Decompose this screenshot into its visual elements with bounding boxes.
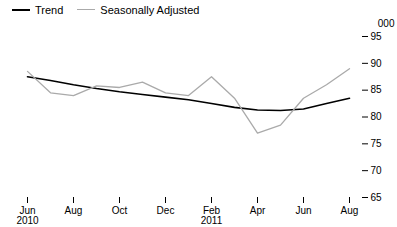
svg-text:Jun2010: Jun2010 xyxy=(16,205,39,226)
svg-text:65: 65 xyxy=(371,192,383,203)
svg-text:Feb2011: Feb2011 xyxy=(201,205,223,226)
svg-text:85: 85 xyxy=(371,84,383,95)
svg-text:70: 70 xyxy=(371,165,383,176)
svg-text:000: 000 xyxy=(378,18,395,29)
html-text:Seasonally Adjusted: Seasonally Adjusted xyxy=(100,3,200,16)
svg-text:Jun: Jun xyxy=(295,205,311,216)
svg-text:95: 95 xyxy=(371,31,383,42)
svg-text:90: 90 xyxy=(371,58,383,69)
svg-text:75: 75 xyxy=(371,138,383,149)
svg-text:Dec: Dec xyxy=(157,205,175,216)
html-text:Trend: Trend xyxy=(35,3,64,16)
svg-text:Aug: Aug xyxy=(341,205,359,216)
svg-text:Aug: Aug xyxy=(65,205,83,216)
svg-text:80: 80 xyxy=(371,111,383,122)
svg-text:Apr: Apr xyxy=(250,205,266,216)
svg-text:Oct: Oct xyxy=(112,205,128,216)
